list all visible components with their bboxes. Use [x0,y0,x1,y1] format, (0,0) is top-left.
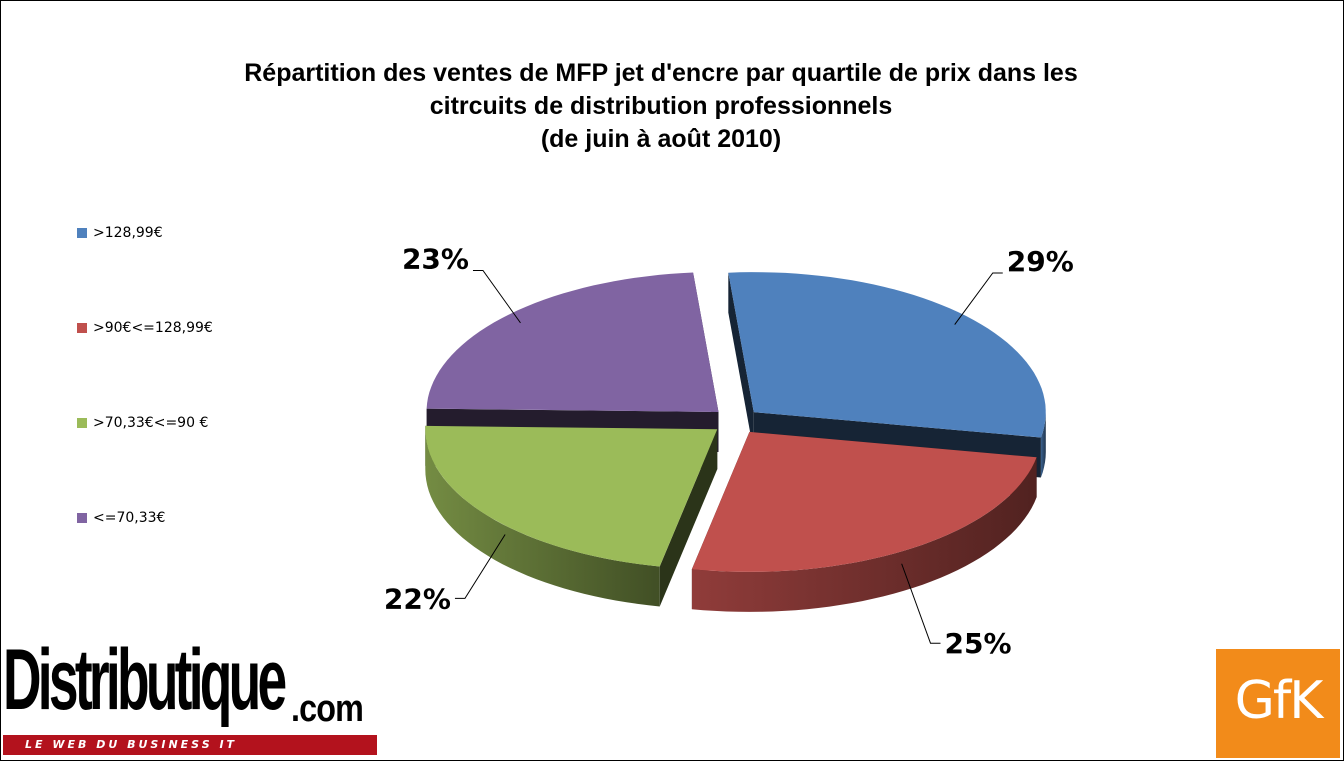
chart-title-line-2: citrcuits de distribution professionnels [429,92,893,120]
distributique-logo: Distributique .com LE WEB DU BUSINESS IT [3,629,377,757]
chart-title-line-1: Répartition des ventes de MFP jet d'encr… [244,59,1078,87]
legend-swatch [77,513,87,523]
legend-label: >128,99€ [93,225,163,241]
chart-title: Répartition des ventes de MFP jet d'encr… [121,57,1201,156]
pie-slice-wall [728,272,754,453]
pie-leader-line [901,563,941,644]
legend-item: >90€<=128,99€ [77,318,213,338]
legend-item: <=70,33€ [77,508,165,528]
distributique-logo-name: Distributique [3,632,287,728]
legend-swatch [77,228,87,238]
distributique-logo-domain: .com [291,688,364,730]
pie-slice-side [425,429,660,607]
gfk-logo-text: GfK [1234,671,1324,731]
chart-title-line-3: (de juin à août 2010) [540,125,782,153]
distributique-logo-band: LE WEB DU BUSINESS IT [3,735,377,755]
legend-item: >128,99€ [77,223,163,243]
pie-data-label: 25% [944,627,1011,660]
pie-slice-side [1040,412,1046,478]
pie-slice [426,272,719,412]
gfk-logo: GfK [1216,649,1340,758]
distributique-logo-tagline: LE WEB DU BUSINESS IT [25,738,238,751]
pie-slice [425,425,718,567]
pie-slice-side [691,457,1037,612]
legend-label: <=70,33€ [93,510,166,526]
pie-slice [728,272,1046,438]
pie-leader-line [454,534,506,599]
legend-label: >70,33€<=90 € [93,415,209,431]
legend-swatch [77,323,87,333]
pie-data-label: 23% [402,242,469,275]
legend-label: >90€<=128,99€ [93,320,213,336]
pie-slice-wall [659,429,718,607]
pie-leader-line [472,269,521,324]
legend-item: >70,33€<=90 € [77,413,208,433]
pie-labels: 29% 25% 22% 23% [384,242,1074,660]
pie-top-faces [425,272,1046,572]
pie-slice [691,431,1037,572]
legend-swatch [77,418,87,428]
pie-data-label: 22% [384,582,451,615]
pie-leader-line [954,272,1003,325]
pie-data-label: 29% [1007,245,1074,278]
